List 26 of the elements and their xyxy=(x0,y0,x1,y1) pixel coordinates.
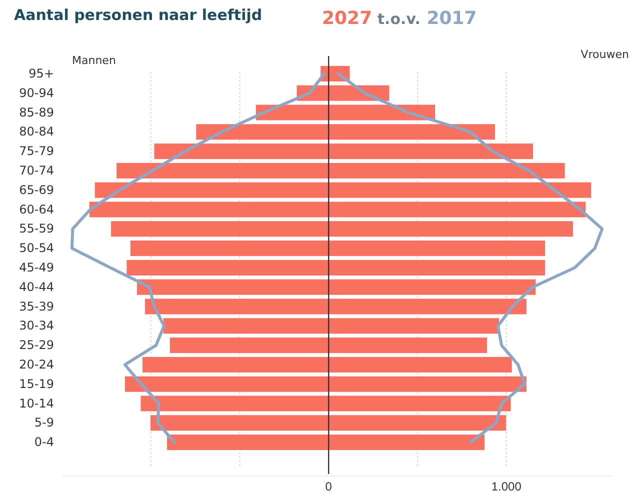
text: Vrouwen xyxy=(580,48,630,61)
chart-title: Aantal personen naar leeftijd xyxy=(14,6,262,24)
y-tick-label: 5-9 xyxy=(34,416,54,430)
y-tick-label: 10-14 xyxy=(19,396,54,410)
y-tick-label: 15-19 xyxy=(19,376,54,391)
y-tick-label: 50-54 xyxy=(19,241,54,256)
y-tick-label: 45-49 xyxy=(19,260,54,275)
text: Mannen xyxy=(72,54,116,67)
y-tick-label: 65-69 xyxy=(19,182,54,197)
x-tick-label: 0 xyxy=(325,480,332,494)
y-tick-label: 60-64 xyxy=(19,202,54,216)
y-tick-label: 25-29 xyxy=(19,338,54,352)
y-tick-label: 95+ xyxy=(28,66,54,81)
y-tick-label: 90-94 xyxy=(19,86,54,100)
y-tick-label: 20-24 xyxy=(19,358,54,372)
y-tick-label: 30-34 xyxy=(19,318,54,333)
chart-subtitle: 2027 t.o.v. 2017 xyxy=(322,8,477,29)
y-tick-label: 55-59 xyxy=(19,222,54,236)
y-tick-label: 40-44 xyxy=(19,280,54,294)
y-tick-label: 85-89 xyxy=(19,105,54,120)
y-tick-label: 0-4 xyxy=(34,435,54,450)
y-tick-label: 35-39 xyxy=(19,299,54,314)
y-tick-label: 75-79 xyxy=(19,144,54,158)
y-tick-label: 80-84 xyxy=(19,124,54,139)
y-tick-label: 70-74 xyxy=(19,164,54,178)
x-tick-label: 1.000 xyxy=(491,480,522,494)
